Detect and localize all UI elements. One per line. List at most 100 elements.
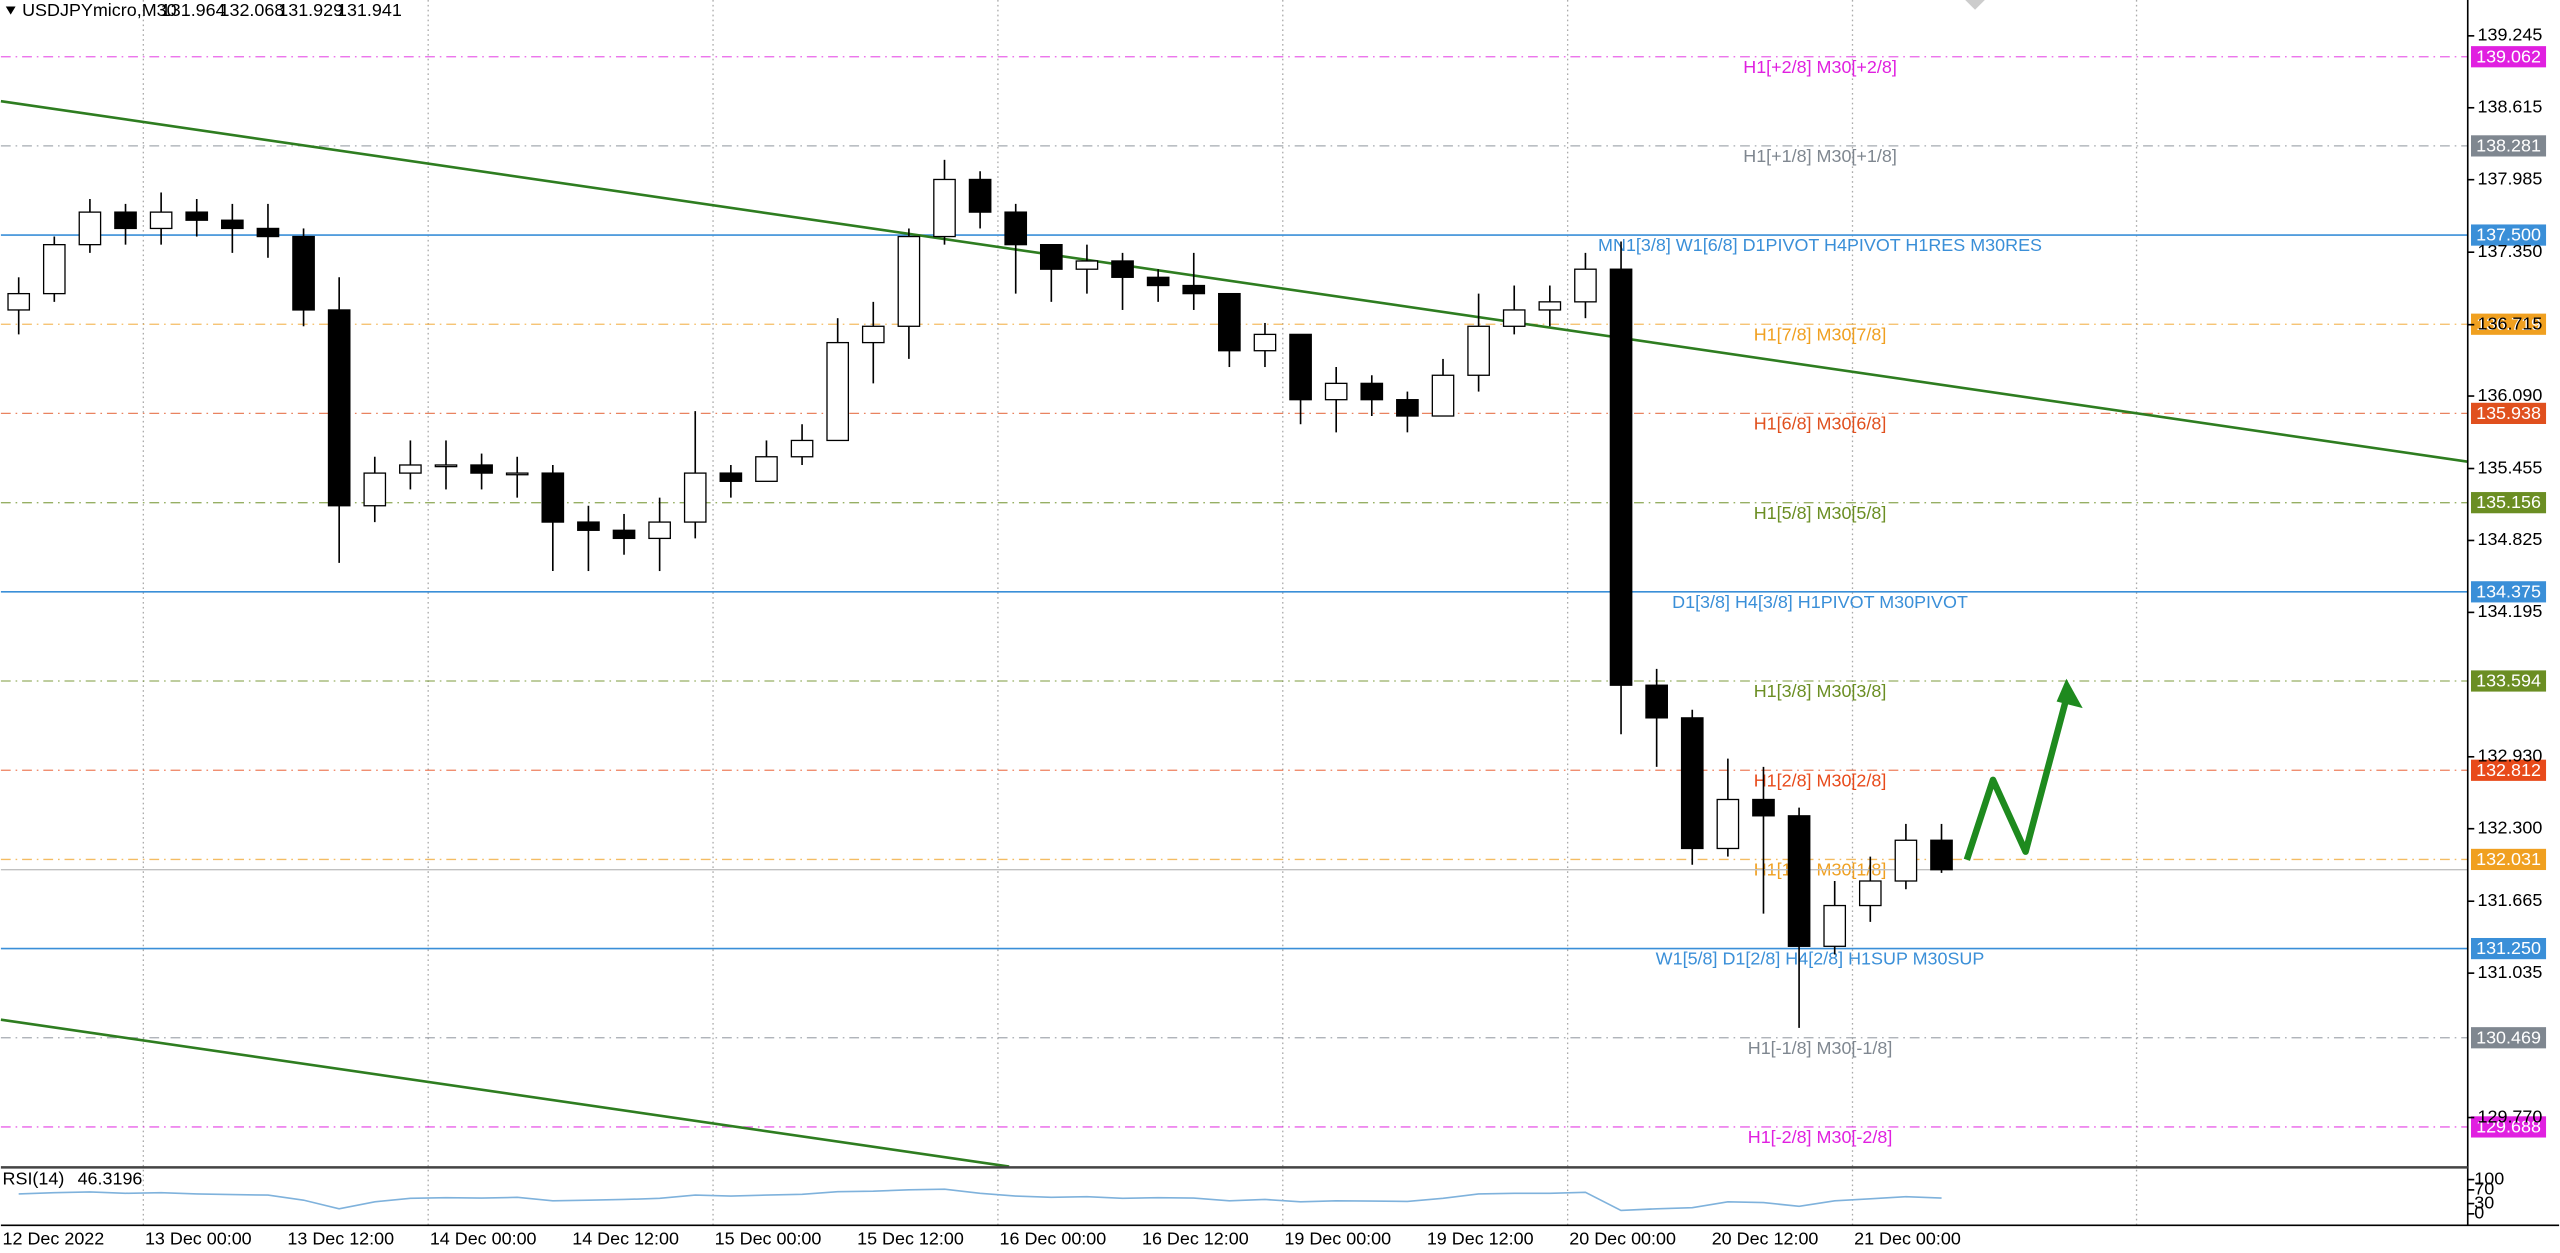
- collapse-icon[interactable]: [5, 6, 16, 15]
- candle-body: [185, 211, 209, 221]
- level-tag: [2471, 581, 2547, 603]
- x-tick-label: 15 Dec 00:00: [715, 1229, 822, 1249]
- candle-body: [1574, 268, 1597, 303]
- x-tick-label: 12 Dec 2022: [3, 1229, 105, 1249]
- candle-body: [1894, 839, 1918, 882]
- price-tags: 139.062 138.281 137.500 136.719 135.938 135.1…: [2471, 46, 2547, 1138]
- y-tick-label: 137.350: [2478, 241, 2543, 261]
- rsi-name: RSI(14): [3, 1168, 65, 1188]
- level-tag-label: 135.938: [2476, 403, 2541, 423]
- candle-body: [1787, 815, 1811, 947]
- candle-body: [861, 325, 885, 344]
- candle-body: [612, 529, 636, 540]
- level-tag: [2471, 1027, 2547, 1049]
- level-label: H1[+2/8] M30[+2/8]: [1743, 57, 1897, 77]
- x-tick-label: 16 Dec 12:00: [1142, 1229, 1249, 1249]
- candle-body: [1146, 276, 1170, 287]
- candle-body: [363, 472, 387, 507]
- candle-body: [1253, 333, 1277, 352]
- candle-body: [1182, 284, 1206, 295]
- candle-body: [1324, 382, 1348, 401]
- candle-body: [1360, 382, 1384, 401]
- candle-body: [221, 219, 244, 230]
- x-tick-label: 21 Dec 00:00: [1854, 1229, 1961, 1249]
- level-tag-label: 138.281: [2476, 135, 2541, 155]
- x-tick-label: 16 Dec 00:00: [1000, 1229, 1107, 1249]
- level-label: H1[5/8] M30[5/8]: [1754, 503, 1887, 523]
- x-tick-label: 20 Dec 12:00: [1712, 1229, 1819, 1249]
- candle-body: [683, 472, 707, 523]
- level-tag: [2471, 492, 2547, 514]
- candle-body: [1111, 260, 1134, 278]
- level-tag-label: 132.812: [2476, 760, 2541, 780]
- y-tick-label: 135.455: [2478, 457, 2543, 477]
- y-tick-label: 132.300: [2478, 817, 2543, 837]
- level-tag-label: 131.250: [2476, 938, 2541, 958]
- y-tick-label: 129.770: [2478, 1106, 2543, 1126]
- level-tag: [2471, 937, 2547, 960]
- level-tag-label: 130.469: [2476, 1027, 2541, 1047]
- x-tick-label: 19 Dec 12:00: [1427, 1229, 1534, 1249]
- level-label: D1[3/8] H4[3/8] H1PIVOT M30PIVOT: [1672, 592, 1968, 612]
- candle-body: [1075, 260, 1099, 270]
- candle-body: [1004, 211, 1028, 246]
- level-label: H1[2/8] M30[2/8]: [1754, 770, 1887, 790]
- candle-body: [327, 309, 351, 507]
- marker: [1965, 0, 1985, 10]
- projection-arrow: [1963, 678, 2083, 861]
- x-tick-label: 13 Dec 00:00: [145, 1229, 252, 1249]
- candle-body: [7, 292, 31, 311]
- ohlc-open: 131.964: [161, 0, 226, 20]
- level-tag-label: 134.375: [2476, 581, 2541, 601]
- candle-body: [505, 472, 529, 476]
- symbol: USDJPYmicro,M30: [22, 0, 177, 20]
- candle-body: [1752, 798, 1775, 817]
- y-tick-label: 138.615: [2478, 97, 2543, 117]
- candle-body: [434, 464, 458, 468]
- candle-body: [790, 439, 814, 458]
- y-tick-label: 136.715: [2478, 313, 2543, 333]
- candle-body: [897, 235, 921, 327]
- trend-line: [0, 1018, 1010, 1168]
- arrow-head: [2056, 678, 2083, 709]
- y-tick-label: 131.665: [2478, 890, 2543, 910]
- level-label: H1[7/8] M30[7/8]: [1754, 324, 1887, 344]
- level-label: H1[6/8] M30[6/8]: [1754, 414, 1887, 434]
- level-tag-label: 135.156: [2476, 492, 2541, 512]
- levels: H1[+2/8] M30[+2/8] H1[+1/8] M30[+1/8] MN1[…: [0, 56, 2468, 1147]
- grid: [142, 0, 2138, 1226]
- x-tick-label: 14 Dec 12:00: [572, 1229, 679, 1249]
- level-tag: [2471, 135, 2547, 157]
- ohlc-high: 132.068: [220, 0, 285, 20]
- candle-body: [42, 244, 66, 295]
- candle-body: [968, 178, 992, 213]
- level-label: H1[+1/8] M30[+1/8]: [1743, 146, 1897, 166]
- y-tick-label: 134.195: [2478, 601, 2543, 621]
- candle-body: [470, 464, 493, 474]
- rsi-tick-label: 30: [2474, 1192, 2494, 1212]
- candle-body: [826, 341, 850, 442]
- level-label: H1[-1/8] M30[-1/8]: [1748, 1038, 1893, 1058]
- candle-body: [933, 178, 956, 238]
- y-tick-label: 136.090: [2478, 385, 2543, 405]
- y-tick-label: 132.930: [2478, 746, 2543, 766]
- level-tag-label: 137.500: [2476, 225, 2541, 245]
- rsi-line: [18, 1188, 1942, 1212]
- candle-body: [1680, 717, 1704, 850]
- candle-body: [1858, 880, 1882, 907]
- rsi-tick-label: 70: [2474, 1179, 2494, 1199]
- candle-body: [1645, 684, 1668, 719]
- level-label: W1[5/8] D1[2/8] H4[2/8] H1SUP M30SUP: [1656, 949, 1985, 969]
- candle-body: [1396, 399, 1419, 417]
- x-tick-label: 15 Dec 12:00: [857, 1229, 964, 1249]
- candle-body: [1930, 839, 1953, 871]
- candle-body: [399, 464, 422, 474]
- level-tag: [2471, 402, 2547, 424]
- x-tick-label: 19 Dec 00:00: [1284, 1229, 1391, 1249]
- arrow-path: [1963, 697, 2070, 861]
- candle-body: [1218, 292, 1241, 352]
- candle-body: [648, 521, 671, 540]
